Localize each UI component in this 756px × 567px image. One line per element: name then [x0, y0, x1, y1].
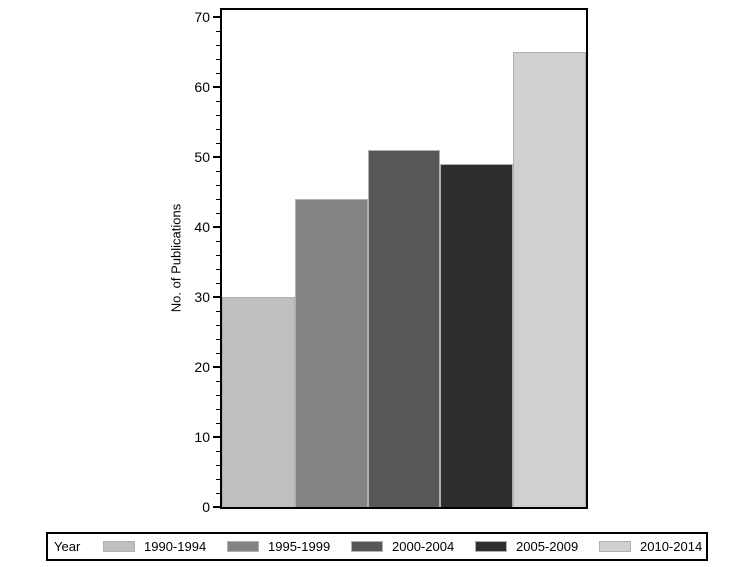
bar-1995-1999: [294, 199, 368, 507]
bar-1990-1994: [222, 297, 295, 507]
y-minor-tick: [216, 44, 220, 46]
y-minor-tick: [216, 394, 220, 396]
y-minor-tick: [216, 408, 220, 410]
y-minor-tick: [216, 142, 220, 144]
y-minor-tick: [216, 240, 220, 242]
legend-swatch: [599, 541, 631, 552]
y-tick-label: 20: [194, 359, 210, 375]
y-tick-label: 40: [194, 219, 210, 235]
y-major-tick: [213, 296, 220, 298]
legend-entry-1990-1994: 1990-1994: [103, 539, 227, 554]
y-minor-tick: [216, 478, 220, 480]
legend-swatch: [351, 541, 383, 552]
y-major-tick: [213, 156, 220, 158]
y-minor-tick: [216, 310, 220, 312]
y-minor-tick: [216, 450, 220, 452]
legend-entry-2005-2009: 2005-2009: [475, 539, 599, 554]
y-minor-tick: [216, 282, 220, 284]
y-minor-tick: [216, 170, 220, 172]
y-minor-tick: [216, 30, 220, 32]
legend-entry-1995-1999: 1995-1999: [227, 539, 351, 554]
y-tick-label: 60: [194, 79, 210, 95]
y-tick-label: 30: [194, 289, 210, 305]
y-major-tick: [213, 506, 220, 508]
legend-label: 1990-1994: [144, 539, 207, 554]
bar-2000-2004: [367, 150, 441, 507]
y-minor-tick: [216, 100, 220, 102]
y-minor-tick: [216, 128, 220, 130]
y-minor-tick: [216, 338, 220, 340]
legend-label: 2000-2004: [392, 539, 455, 554]
y-major-tick: [213, 226, 220, 228]
y-major-tick: [213, 16, 220, 18]
legend-entry-2000-2004: 2000-2004: [351, 539, 475, 554]
legend-label: 2005-2009: [516, 539, 579, 554]
y-minor-tick: [216, 492, 220, 494]
y-tick-label: 10: [194, 429, 210, 445]
y-tick-label: 0: [202, 499, 210, 515]
y-minor-tick: [216, 212, 220, 214]
y-tick-label: 50: [194, 149, 210, 165]
legend-label: 1995-1999: [268, 539, 331, 554]
legend-title: Year: [54, 539, 81, 554]
y-minor-tick: [216, 58, 220, 60]
y-major-tick: [213, 366, 220, 368]
legend-label: 2010-2014: [640, 539, 703, 554]
y-major-tick: [213, 436, 220, 438]
legend-entries: 1990-1994 1995-1999 2000-2004 2005-2009 2010…: [103, 539, 706, 554]
bar-2010-2014: [513, 52, 586, 507]
legend: Year 1990-1994 1995-1999 2000-2004 2005-200…: [46, 532, 708, 561]
y-minor-tick: [216, 268, 220, 270]
y-minor-tick: [216, 324, 220, 326]
legend-entry-2010-2014: 2010-2014: [599, 539, 706, 554]
y-minor-tick: [216, 254, 220, 256]
y-minor-tick: [216, 184, 220, 186]
legend-swatch: [227, 541, 259, 552]
bar-2005-2009: [440, 164, 514, 507]
y-minor-tick: [216, 198, 220, 200]
legend-swatch: [475, 541, 507, 552]
y-tick-label: 70: [194, 9, 210, 25]
y-minor-tick: [216, 352, 220, 354]
y-major-tick: [213, 86, 220, 88]
y-minor-tick: [216, 114, 220, 116]
legend-swatch: [103, 541, 135, 552]
y-minor-tick: [216, 380, 220, 382]
y-minor-tick: [216, 422, 220, 424]
y-minor-tick: [216, 464, 220, 466]
plot-area: 0 10 20 30 40 50 60 70: [194, 8, 588, 515]
y-minor-tick: [216, 72, 220, 74]
